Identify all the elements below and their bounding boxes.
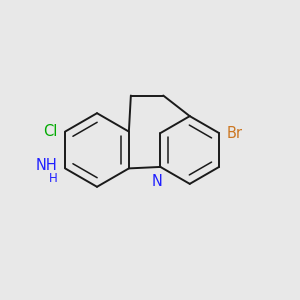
Text: NH: NH (36, 158, 58, 173)
Text: N: N (152, 174, 163, 189)
Text: Cl: Cl (44, 124, 58, 139)
Text: Br: Br (226, 126, 242, 141)
Text: H: H (49, 172, 58, 185)
